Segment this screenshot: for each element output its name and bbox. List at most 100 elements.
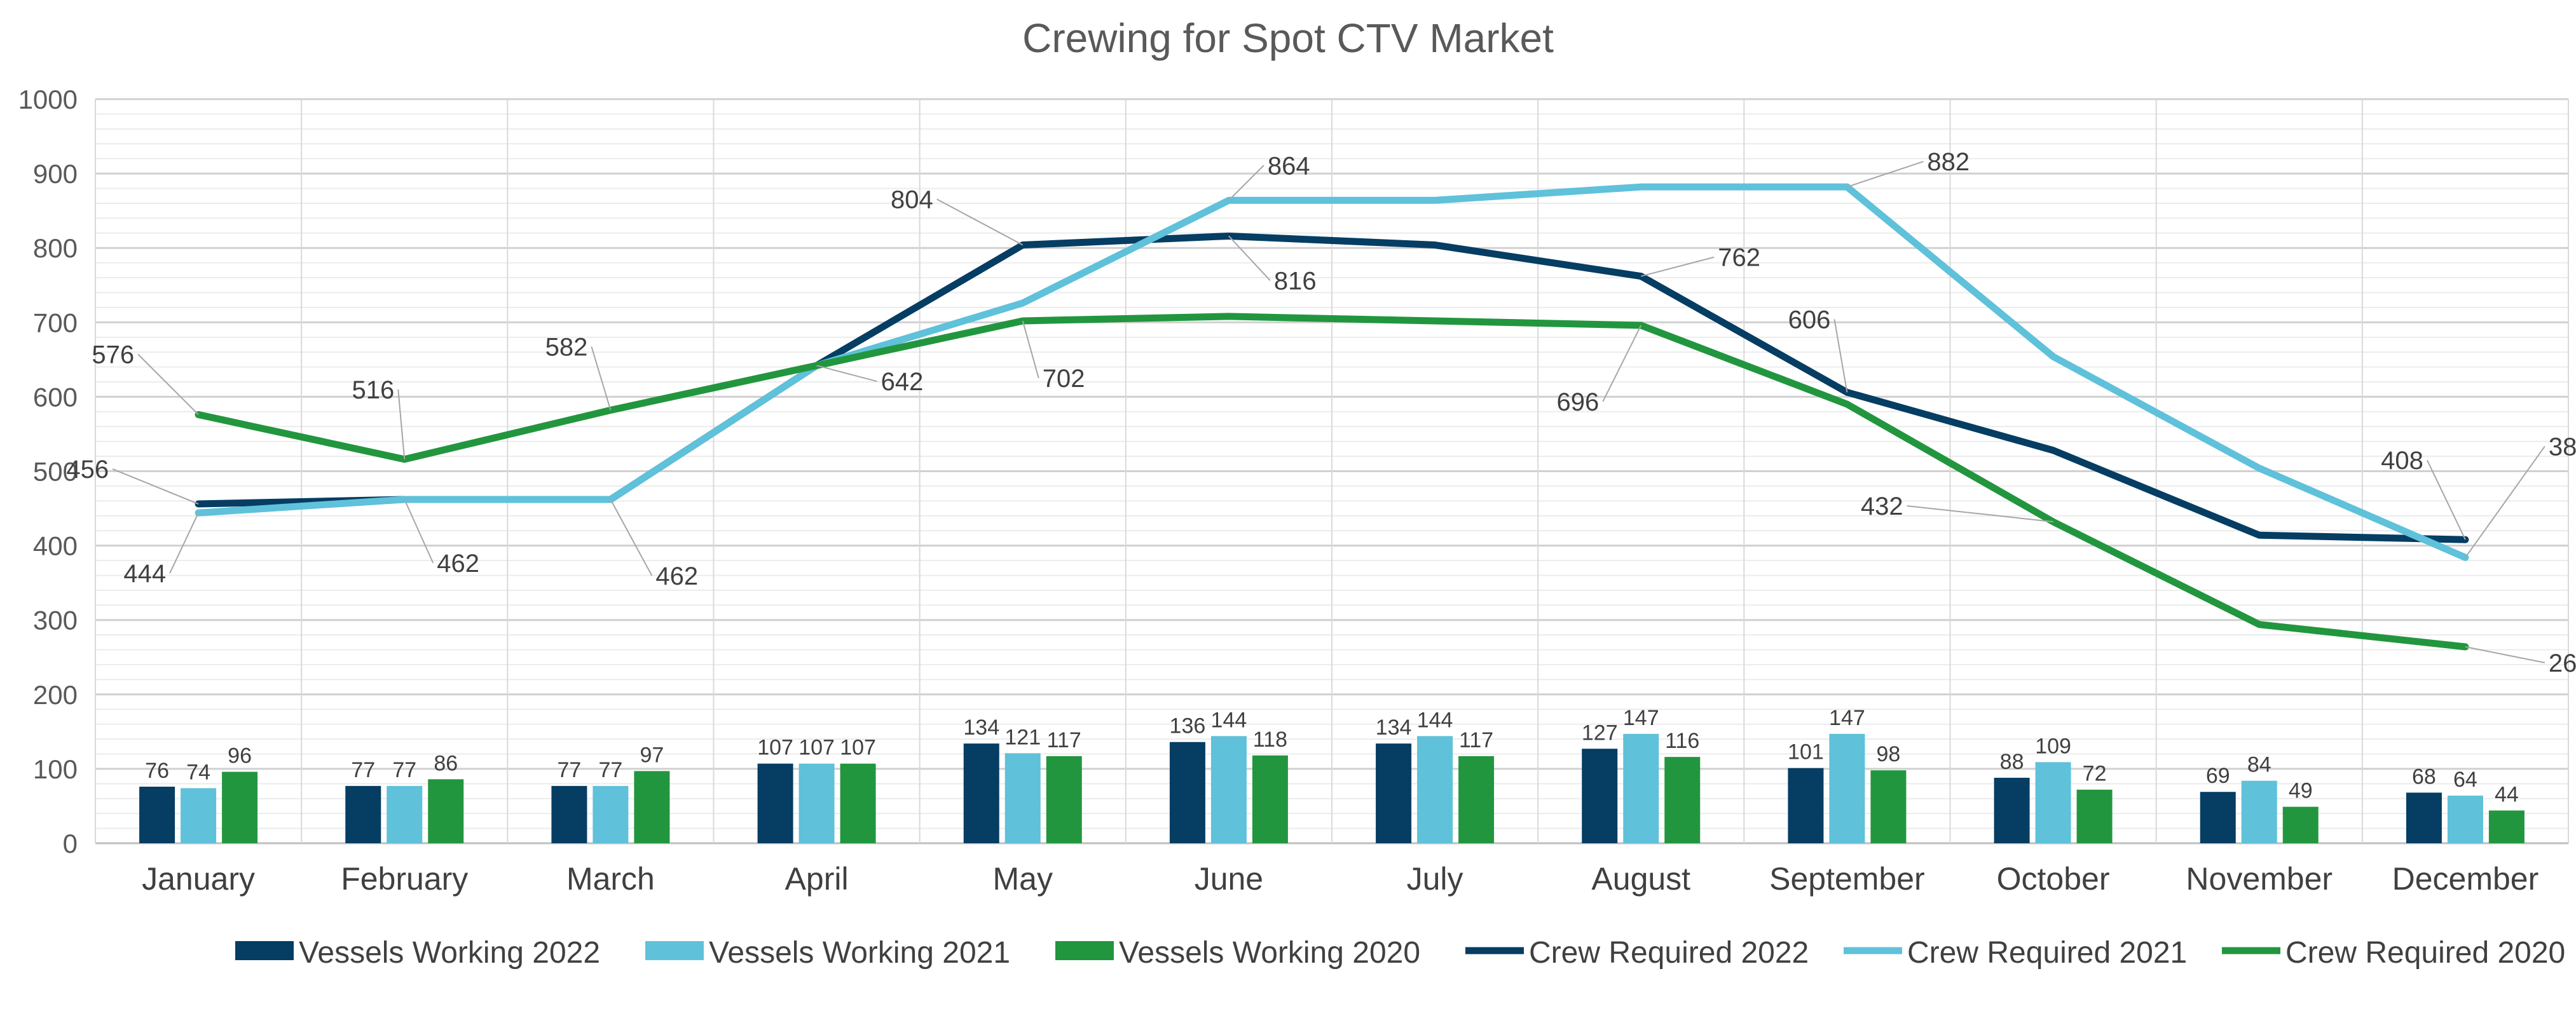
legend-label: Vessels Working 2022	[299, 936, 600, 970]
leader-line	[1907, 505, 2053, 523]
bar-data-label: 121	[1004, 725, 1041, 749]
leader-line	[1228, 235, 1271, 282]
bar	[1376, 743, 1412, 843]
bar	[2488, 810, 2525, 843]
y-tick-label: 400	[33, 531, 78, 561]
line-data-label: 384	[2549, 433, 2576, 461]
bar	[798, 763, 835, 843]
leader-line	[1640, 256, 1715, 277]
bar-data-label: 144	[1211, 708, 1247, 732]
series-line	[195, 313, 2469, 651]
bar-data-label: 86	[434, 751, 458, 775]
bar	[1994, 777, 2030, 843]
leader-line	[397, 389, 406, 459]
leader-line	[137, 353, 199, 416]
bar	[593, 785, 629, 843]
y-tick-label: 1000	[18, 85, 78, 114]
bar-data-label: 84	[2247, 753, 2271, 777]
bar-data-label: 101	[1788, 740, 1824, 764]
y-axis: 0 100 200 300 400 500 600 700 800 900 1000	[18, 85, 78, 858]
line-marks	[195, 183, 2469, 651]
line-data-labels: 456 804 816 762 606 408 444 462 462 642 864 882 384 5…	[66, 148, 2576, 677]
bar-data-label: 116	[1665, 729, 1699, 753]
line-data-label: 702	[1043, 365, 1085, 393]
leader-line	[1833, 319, 1848, 393]
bar-data-label: 49	[2289, 779, 2313, 803]
line-data-label: 456	[66, 456, 109, 484]
chart-title: Crewing for Spot CTV Market	[1022, 15, 1554, 61]
bar	[1870, 770, 1907, 843]
x-tick-label: November	[2186, 861, 2333, 897]
bar-data-label: 64	[2453, 768, 2477, 792]
bar	[1623, 733, 1659, 843]
bar	[840, 763, 876, 843]
x-tick-label: July	[1407, 861, 1463, 897]
leader-line	[1228, 165, 1264, 201]
legend-label: Crew Required 2021	[1907, 936, 2187, 970]
y-tick-label: 300	[33, 606, 78, 635]
bar	[634, 771, 670, 843]
line-data-label: 462	[437, 550, 479, 578]
bar	[757, 763, 793, 843]
bar-data-label: 134	[963, 716, 999, 740]
y-tick-label: 0	[63, 829, 78, 858]
bar-data-label: 96	[228, 744, 252, 768]
line-data-label: 516	[352, 376, 395, 404]
y-tick-label: 500	[33, 457, 78, 487]
bar-data-label: 88	[2000, 750, 2024, 774]
leader-line	[112, 468, 199, 505]
leader-line	[816, 365, 877, 383]
line-data-label: 864	[1268, 152, 1310, 180]
bar-data-label: 77	[392, 758, 416, 782]
bar-data-label: 134	[1376, 716, 1412, 740]
bar	[2282, 806, 2319, 843]
line-data-label: 816	[1274, 267, 1317, 295]
bar	[2241, 780, 2277, 843]
line-data-label: 444	[123, 560, 166, 588]
bar	[2076, 789, 2113, 843]
bar	[345, 785, 381, 843]
x-tick-label: June	[1195, 861, 1263, 897]
bar-data-label: 117	[1047, 728, 1081, 752]
bar	[1582, 749, 1618, 843]
bar	[1829, 733, 1865, 843]
bar-data-label: 147	[1829, 706, 1865, 730]
bar-data-label: 77	[351, 758, 375, 782]
legend-swatch	[645, 941, 704, 960]
legend-label: Crew Required 2020	[2285, 936, 2565, 970]
bar	[1788, 768, 1824, 843]
leader-line	[1847, 161, 1924, 188]
bar-data-label: 107	[840, 736, 876, 760]
leader-line	[610, 499, 653, 576]
bar-data-label: 77	[558, 758, 582, 782]
bar	[2406, 792, 2442, 843]
x-tick-label: October	[1997, 861, 2110, 897]
bar	[1458, 756, 1495, 843]
legend: Vessels Working 2022 Vessels Working 2021…	[235, 936, 2565, 970]
line-data-label: 264	[2549, 649, 2576, 677]
leader-line	[2465, 646, 2545, 663]
bar	[551, 785, 587, 843]
line-data-label: 606	[1788, 306, 1831, 334]
bar-data-label: 74	[186, 760, 210, 784]
bar	[963, 743, 999, 843]
legend-swatch	[235, 941, 294, 960]
bar	[1664, 757, 1701, 843]
series-line	[195, 183, 2469, 561]
bar-data-label: 69	[2206, 764, 2230, 788]
bar	[387, 785, 423, 843]
gridlines	[95, 98, 2569, 845]
line-data-label: 804	[891, 186, 933, 214]
leader-line	[169, 512, 199, 574]
line-data-label: 582	[545, 333, 588, 361]
bar	[181, 788, 217, 843]
bar	[2200, 792, 2236, 843]
leader-line	[2465, 445, 2545, 558]
x-tick-label: January	[142, 861, 255, 897]
leader-line	[1602, 325, 1642, 402]
x-tick-label: March	[566, 861, 655, 897]
line-data-label: 462	[655, 562, 698, 590]
leader-line	[404, 499, 434, 564]
bar	[428, 779, 464, 843]
